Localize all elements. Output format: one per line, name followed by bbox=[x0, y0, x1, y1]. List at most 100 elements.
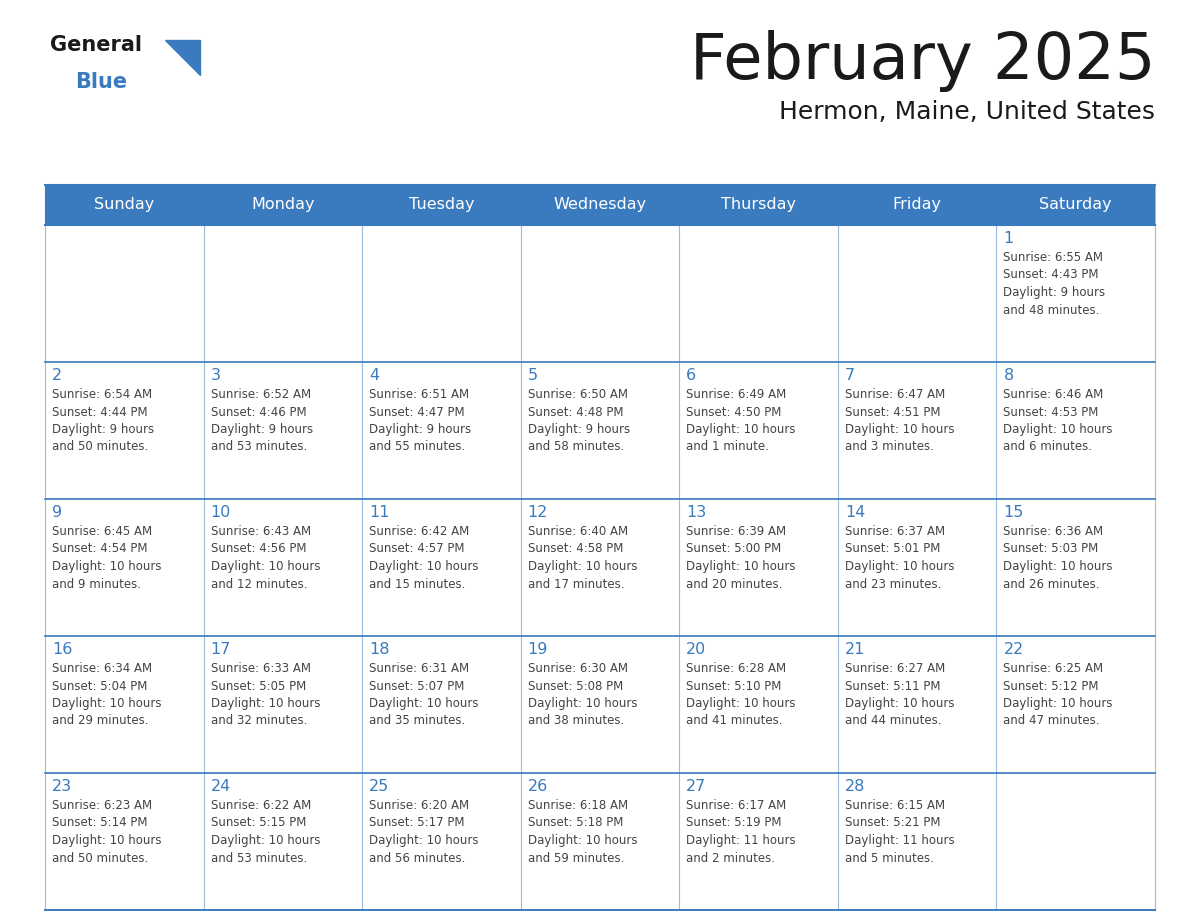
Text: Sunset: 5:12 PM: Sunset: 5:12 PM bbox=[1004, 679, 1099, 692]
Text: Sunset: 4:56 PM: Sunset: 4:56 PM bbox=[210, 543, 307, 555]
Text: Sunrise: 6:52 AM: Sunrise: 6:52 AM bbox=[210, 388, 311, 401]
Text: and 53 minutes.: and 53 minutes. bbox=[210, 852, 307, 865]
Text: Daylight: 10 hours: Daylight: 10 hours bbox=[52, 697, 162, 710]
Text: Daylight: 9 hours: Daylight: 9 hours bbox=[210, 423, 312, 436]
Text: Hermon, Maine, United States: Hermon, Maine, United States bbox=[779, 100, 1155, 124]
Text: and 1 minute.: and 1 minute. bbox=[687, 441, 769, 453]
Text: Sunset: 5:08 PM: Sunset: 5:08 PM bbox=[527, 679, 623, 692]
Text: Daylight: 10 hours: Daylight: 10 hours bbox=[527, 697, 637, 710]
Text: Sunrise: 6:36 AM: Sunrise: 6:36 AM bbox=[1004, 525, 1104, 538]
Text: Sunrise: 6:34 AM: Sunrise: 6:34 AM bbox=[52, 662, 152, 675]
Text: Sunrise: 6:51 AM: Sunrise: 6:51 AM bbox=[369, 388, 469, 401]
Text: 1: 1 bbox=[1004, 231, 1013, 246]
Text: Daylight: 10 hours: Daylight: 10 hours bbox=[845, 560, 954, 573]
Text: Sunset: 5:01 PM: Sunset: 5:01 PM bbox=[845, 543, 940, 555]
Text: February 2025: February 2025 bbox=[689, 30, 1155, 92]
Text: Daylight: 10 hours: Daylight: 10 hours bbox=[52, 560, 162, 573]
Text: Blue: Blue bbox=[75, 72, 127, 92]
Text: Sunset: 5:10 PM: Sunset: 5:10 PM bbox=[687, 679, 782, 692]
Text: Sunrise: 6:43 AM: Sunrise: 6:43 AM bbox=[210, 525, 311, 538]
Text: Sunset: 5:03 PM: Sunset: 5:03 PM bbox=[1004, 543, 1099, 555]
Text: Tuesday: Tuesday bbox=[409, 197, 474, 212]
Text: Sunset: 5:15 PM: Sunset: 5:15 PM bbox=[210, 816, 307, 830]
Text: and 26 minutes.: and 26 minutes. bbox=[1004, 577, 1100, 590]
Text: Daylight: 10 hours: Daylight: 10 hours bbox=[210, 697, 320, 710]
Text: and 50 minutes.: and 50 minutes. bbox=[52, 852, 148, 865]
Text: Sunset: 4:43 PM: Sunset: 4:43 PM bbox=[1004, 268, 1099, 282]
Text: 15: 15 bbox=[1004, 505, 1024, 520]
Text: Sunset: 5:07 PM: Sunset: 5:07 PM bbox=[369, 679, 465, 692]
Polygon shape bbox=[165, 40, 200, 75]
Text: Sunset: 4:47 PM: Sunset: 4:47 PM bbox=[369, 406, 465, 419]
Text: 12: 12 bbox=[527, 505, 548, 520]
Text: Sunrise: 6:47 AM: Sunrise: 6:47 AM bbox=[845, 388, 946, 401]
Text: 20: 20 bbox=[687, 642, 707, 657]
Text: 23: 23 bbox=[52, 779, 72, 794]
Text: Sunset: 5:04 PM: Sunset: 5:04 PM bbox=[52, 679, 147, 692]
Text: Sunrise: 6:37 AM: Sunrise: 6:37 AM bbox=[845, 525, 944, 538]
Text: Sunrise: 6:46 AM: Sunrise: 6:46 AM bbox=[1004, 388, 1104, 401]
Text: Daylight: 10 hours: Daylight: 10 hours bbox=[687, 423, 796, 436]
Text: 9: 9 bbox=[52, 505, 62, 520]
Text: and 35 minutes.: and 35 minutes. bbox=[369, 714, 466, 727]
Text: and 47 minutes.: and 47 minutes. bbox=[1004, 714, 1100, 727]
Text: and 56 minutes.: and 56 minutes. bbox=[369, 852, 466, 865]
Text: Sunset: 5:19 PM: Sunset: 5:19 PM bbox=[687, 816, 782, 830]
Text: and 12 minutes.: and 12 minutes. bbox=[210, 577, 307, 590]
Text: Daylight: 10 hours: Daylight: 10 hours bbox=[845, 697, 954, 710]
Text: Daylight: 11 hours: Daylight: 11 hours bbox=[845, 834, 954, 847]
Text: Sunset: 5:17 PM: Sunset: 5:17 PM bbox=[369, 816, 465, 830]
Text: Sunset: 4:53 PM: Sunset: 4:53 PM bbox=[1004, 406, 1099, 419]
Text: Sunrise: 6:28 AM: Sunrise: 6:28 AM bbox=[687, 662, 786, 675]
Text: 8: 8 bbox=[1004, 368, 1013, 383]
Text: Daylight: 10 hours: Daylight: 10 hours bbox=[687, 560, 796, 573]
Text: Daylight: 9 hours: Daylight: 9 hours bbox=[527, 423, 630, 436]
Text: Daylight: 10 hours: Daylight: 10 hours bbox=[369, 697, 479, 710]
Text: 18: 18 bbox=[369, 642, 390, 657]
Text: Saturday: Saturday bbox=[1040, 197, 1112, 212]
Text: and 53 minutes.: and 53 minutes. bbox=[210, 441, 307, 453]
Text: and 48 minutes.: and 48 minutes. bbox=[1004, 304, 1100, 317]
Text: Sunset: 5:18 PM: Sunset: 5:18 PM bbox=[527, 816, 623, 830]
Text: Daylight: 9 hours: Daylight: 9 hours bbox=[52, 423, 154, 436]
Text: 27: 27 bbox=[687, 779, 707, 794]
Text: 16: 16 bbox=[52, 642, 72, 657]
Text: and 44 minutes.: and 44 minutes. bbox=[845, 714, 941, 727]
Text: Daylight: 9 hours: Daylight: 9 hours bbox=[369, 423, 472, 436]
Text: Daylight: 10 hours: Daylight: 10 hours bbox=[52, 834, 162, 847]
Text: Daylight: 11 hours: Daylight: 11 hours bbox=[687, 834, 796, 847]
Text: Daylight: 9 hours: Daylight: 9 hours bbox=[1004, 286, 1106, 299]
Text: Sunrise: 6:17 AM: Sunrise: 6:17 AM bbox=[687, 799, 786, 812]
Text: Daylight: 10 hours: Daylight: 10 hours bbox=[1004, 560, 1113, 573]
Text: Sunrise: 6:40 AM: Sunrise: 6:40 AM bbox=[527, 525, 627, 538]
Text: Sunrise: 6:42 AM: Sunrise: 6:42 AM bbox=[369, 525, 469, 538]
Text: Sunrise: 6:15 AM: Sunrise: 6:15 AM bbox=[845, 799, 944, 812]
Text: Sunrise: 6:39 AM: Sunrise: 6:39 AM bbox=[687, 525, 786, 538]
Text: and 38 minutes.: and 38 minutes. bbox=[527, 714, 624, 727]
Text: 22: 22 bbox=[1004, 642, 1024, 657]
Text: Daylight: 10 hours: Daylight: 10 hours bbox=[527, 834, 637, 847]
Text: and 50 minutes.: and 50 minutes. bbox=[52, 441, 148, 453]
Text: and 3 minutes.: and 3 minutes. bbox=[845, 441, 934, 453]
Text: and 17 minutes.: and 17 minutes. bbox=[527, 577, 624, 590]
Text: 21: 21 bbox=[845, 642, 865, 657]
Text: Sunrise: 6:22 AM: Sunrise: 6:22 AM bbox=[210, 799, 311, 812]
Text: Sunrise: 6:30 AM: Sunrise: 6:30 AM bbox=[527, 662, 627, 675]
Text: Daylight: 10 hours: Daylight: 10 hours bbox=[1004, 423, 1113, 436]
Text: Sunday: Sunday bbox=[94, 197, 154, 212]
Text: 2: 2 bbox=[52, 368, 62, 383]
Text: and 32 minutes.: and 32 minutes. bbox=[210, 714, 307, 727]
Text: Daylight: 10 hours: Daylight: 10 hours bbox=[845, 423, 954, 436]
Text: 4: 4 bbox=[369, 368, 379, 383]
Text: Sunset: 5:14 PM: Sunset: 5:14 PM bbox=[52, 816, 147, 830]
Text: 7: 7 bbox=[845, 368, 855, 383]
Text: Daylight: 10 hours: Daylight: 10 hours bbox=[210, 834, 320, 847]
Text: Thursday: Thursday bbox=[721, 197, 796, 212]
Text: 25: 25 bbox=[369, 779, 390, 794]
Text: Sunset: 4:44 PM: Sunset: 4:44 PM bbox=[52, 406, 147, 419]
Text: 14: 14 bbox=[845, 505, 865, 520]
Text: and 23 minutes.: and 23 minutes. bbox=[845, 577, 941, 590]
Text: 17: 17 bbox=[210, 642, 230, 657]
Text: Sunrise: 6:31 AM: Sunrise: 6:31 AM bbox=[369, 662, 469, 675]
Text: Sunset: 5:11 PM: Sunset: 5:11 PM bbox=[845, 679, 941, 692]
